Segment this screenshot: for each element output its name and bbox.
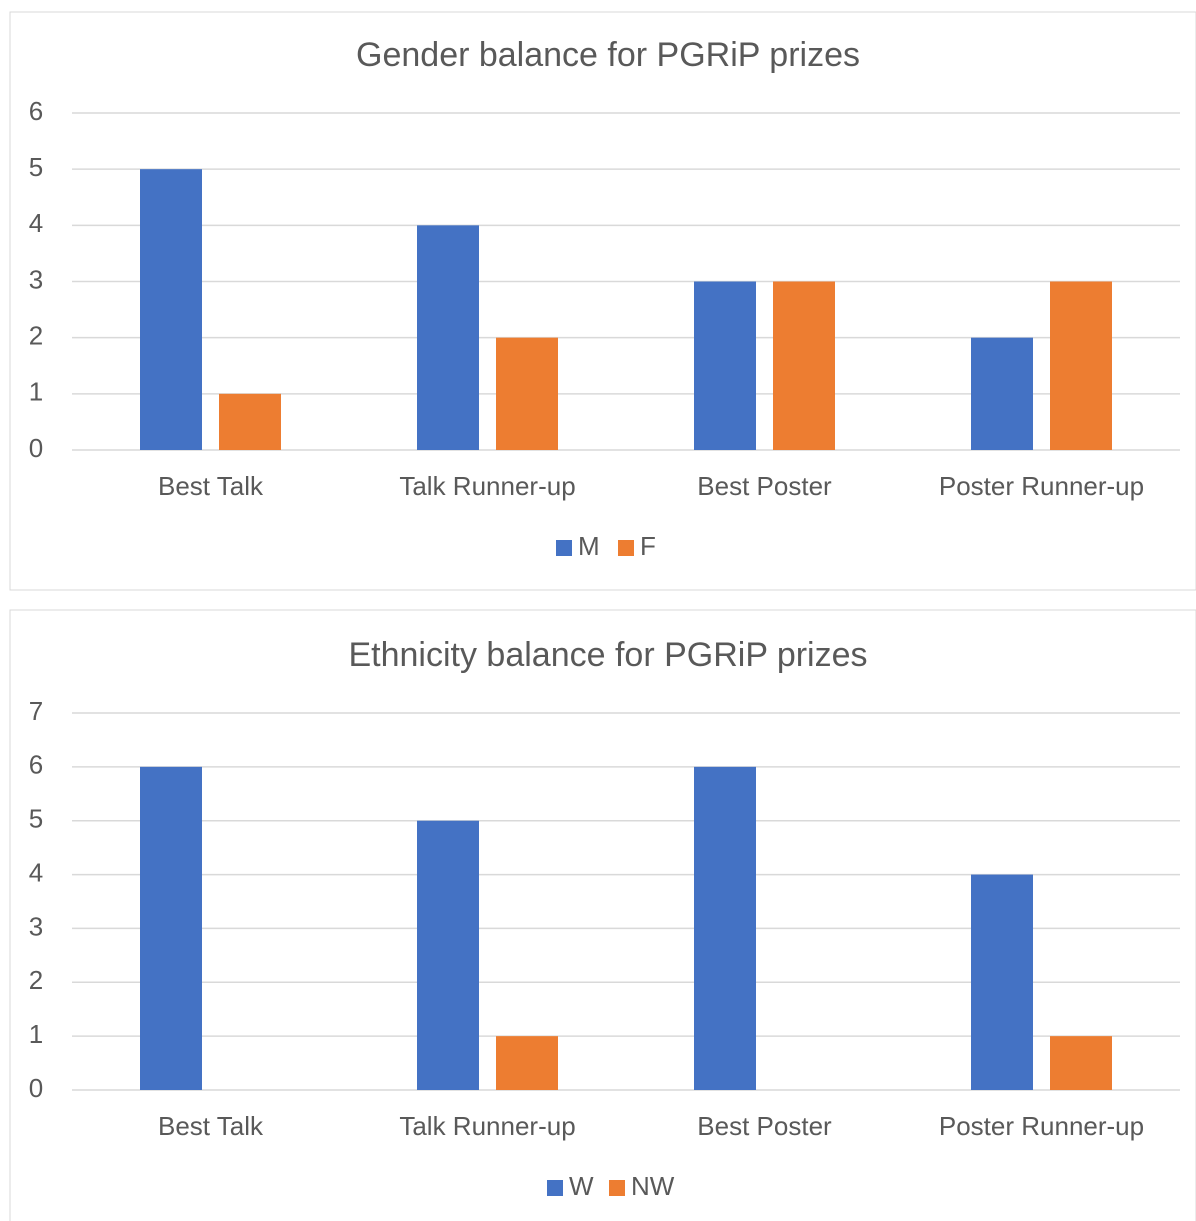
x-tick-label: Talk Runner-up bbox=[399, 471, 575, 501]
y-tick-label: 7 bbox=[29, 696, 43, 726]
x-tick-label: Best Talk bbox=[158, 471, 264, 501]
x-tick-label: Poster Runner-up bbox=[939, 1111, 1144, 1141]
y-tick-label: 0 bbox=[29, 433, 43, 463]
legend-swatch bbox=[618, 540, 634, 556]
x-tick-label: Poster Runner-up bbox=[939, 471, 1144, 501]
bar bbox=[219, 393, 281, 450]
bar bbox=[1050, 1036, 1112, 1090]
bar bbox=[496, 1036, 558, 1090]
bar bbox=[773, 281, 835, 450]
legend-label: F bbox=[640, 531, 656, 561]
x-tick-label: Best Talk bbox=[158, 1111, 264, 1141]
bar bbox=[971, 337, 1033, 450]
legend-label: M bbox=[578, 531, 600, 561]
bar bbox=[1050, 281, 1112, 450]
bar bbox=[496, 337, 558, 450]
bar bbox=[417, 820, 479, 1090]
y-tick-label: 5 bbox=[29, 152, 43, 182]
legend-swatch bbox=[609, 1180, 625, 1196]
y-tick-label: 1 bbox=[29, 377, 43, 407]
legend-label: W bbox=[569, 1171, 594, 1201]
x-tick-label: Talk Runner-up bbox=[399, 1111, 575, 1141]
bar bbox=[694, 766, 756, 1090]
bar bbox=[417, 225, 479, 450]
bar bbox=[694, 281, 756, 450]
y-tick-label: 0 bbox=[29, 1073, 43, 1103]
chart-title: Gender balance for PGRiP prizes bbox=[356, 36, 860, 74]
y-tick-label: 1 bbox=[29, 1019, 43, 1049]
y-tick-label: 6 bbox=[29, 96, 43, 126]
y-tick-label: 2 bbox=[29, 965, 43, 995]
chart-frame bbox=[9, 11, 1196, 591]
x-tick-label: Best Poster bbox=[697, 471, 832, 501]
legend-swatch bbox=[547, 1180, 563, 1196]
x-tick-label: Best Poster bbox=[697, 1111, 832, 1141]
y-tick-label: 3 bbox=[29, 911, 43, 941]
bar bbox=[971, 874, 1033, 1090]
y-tick-label: 4 bbox=[29, 208, 43, 238]
y-tick-label: 2 bbox=[29, 321, 43, 351]
chart-title: Ethnicity balance for PGRiP prizes bbox=[348, 636, 867, 674]
bar bbox=[140, 766, 202, 1090]
legend-label: NW bbox=[631, 1171, 675, 1201]
y-tick-label: 6 bbox=[29, 750, 43, 780]
chart-frame bbox=[9, 609, 1196, 1221]
y-tick-label: 3 bbox=[29, 264, 43, 294]
y-tick-label: 4 bbox=[29, 857, 43, 887]
legend-swatch bbox=[556, 540, 572, 556]
bar bbox=[140, 169, 202, 450]
y-tick-label: 5 bbox=[29, 804, 43, 834]
